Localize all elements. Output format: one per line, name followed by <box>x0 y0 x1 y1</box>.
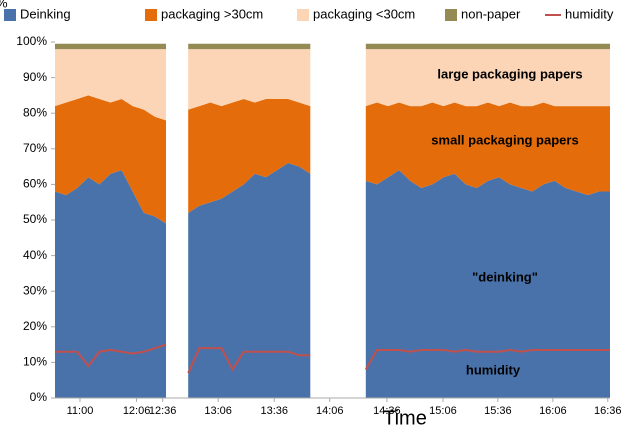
y-tick-label: 20% <box>23 319 47 333</box>
x-tick-label: 13:06 <box>204 405 232 417</box>
legend-item: Deinking <box>4 6 71 21</box>
legend-label: non-paper <box>461 6 521 21</box>
area <box>188 98 311 213</box>
x-tick-label: 16:06 <box>539 405 567 417</box>
area <box>188 43 311 50</box>
x-tick-label: 14:06 <box>316 405 344 417</box>
plot-area <box>55 43 610 398</box>
legend-item: humidity <box>545 6 614 21</box>
annotation: large packaging papers <box>437 66 582 81</box>
legend-item: packaging <30cm <box>297 6 415 21</box>
y-tick-label: 0% <box>30 390 48 404</box>
area <box>55 49 166 121</box>
legend-label: humidity <box>565 6 614 21</box>
line <box>364 348 610 371</box>
area <box>55 95 166 224</box>
area <box>55 43 166 50</box>
area <box>365 170 610 398</box>
annotation: small packaging papers <box>431 132 578 147</box>
annotation: humidity <box>466 362 521 377</box>
legend-label: Deinking <box>20 6 71 21</box>
area <box>365 49 610 107</box>
x-axis-label: Time <box>383 407 427 428</box>
x-tick-label: 12:36 <box>149 405 177 417</box>
y-tick-label: 10% <box>23 355 47 369</box>
line <box>55 343 167 368</box>
area <box>365 102 610 196</box>
area <box>365 43 610 50</box>
area <box>188 49 311 110</box>
x-tick-label: 15:06 <box>429 405 457 417</box>
y-tick-label: 60% <box>23 177 47 191</box>
legend-swatch <box>445 9 457 21</box>
x-tick-label: 13:36 <box>260 405 288 417</box>
y-tick-label: 100% <box>16 34 47 48</box>
legend-swatch <box>4 9 16 21</box>
y-tick-label: 90% <box>23 70 47 84</box>
y-tick-label: 30% <box>23 283 47 297</box>
area <box>188 163 311 398</box>
y-tick-label: 80% <box>23 105 47 119</box>
x-tick-label: 14:36 <box>373 405 401 417</box>
legend-swatch <box>145 9 157 21</box>
x-tick-label: 11:00 <box>67 405 94 417</box>
legend-item: non-paper <box>445 6 521 21</box>
area <box>55 170 166 398</box>
legend-label: packaging >30cm <box>161 6 263 21</box>
y-tick-label: 50% <box>23 212 47 226</box>
annotation: "deinking" <box>472 269 538 284</box>
x-tick-label: 16:36 <box>594 405 622 417</box>
x-tick-label: 12:06 <box>123 405 151 417</box>
y-axis-label: % <box>0 0 8 10</box>
x-tick-label: 15:36 <box>484 405 512 417</box>
line <box>187 347 311 374</box>
legend-swatch <box>297 9 309 21</box>
legend-label: packaging <30cm <box>313 6 415 21</box>
legend-item: packaging >30cm <box>145 6 263 21</box>
y-tick-label: 40% <box>23 248 47 262</box>
y-tick-label: 70% <box>23 141 47 155</box>
